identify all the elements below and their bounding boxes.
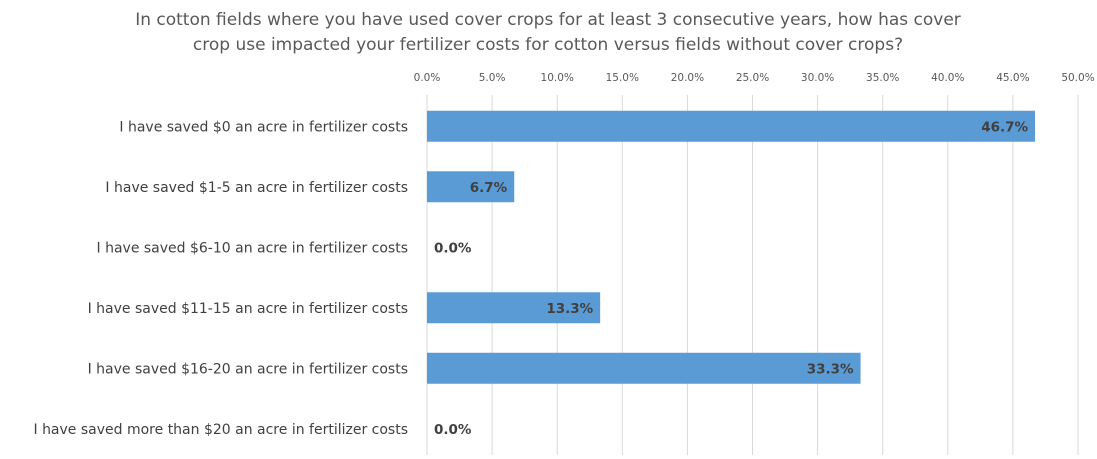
bar	[427, 292, 601, 324]
data-label: 6.7%	[470, 180, 508, 196]
bars	[427, 110, 1036, 384]
category-labels: I have saved $0 an acre in fertilizer co…	[33, 119, 408, 438]
x-tick-label: 35.0%	[866, 72, 899, 84]
data-label: 13.3%	[546, 301, 593, 317]
bar	[427, 352, 861, 384]
x-tick-label: 0.0%	[414, 72, 441, 84]
x-tick-label: 20.0%	[671, 72, 704, 84]
x-tick-label: 10.0%	[541, 72, 574, 84]
category-label: I have saved $16-20 an acre in fertilize…	[88, 361, 408, 377]
gridlines	[426, 95, 1079, 455]
x-tick-label: 45.0%	[996, 72, 1029, 84]
x-tick-label: 15.0%	[606, 72, 639, 84]
x-tick-label: 40.0%	[931, 72, 964, 84]
category-label: I have saved $6-10 an acre in fertilizer…	[97, 240, 409, 256]
category-label: I have saved $11-15 an acre in fertilize…	[88, 301, 408, 317]
x-axis-ticks: 0.0% 5.0% 10.0% 15.0% 20.0% 25.0% 30.0% 35.0% 40…	[414, 72, 1095, 84]
x-tick-label: 5.0%	[479, 72, 506, 84]
chart-title-line-2: crop use impacted your fertilizer costs …	[193, 35, 903, 55]
data-labels: 46.7% 6.7% 0.0% 13.3% 33.3% 0.0%	[434, 119, 1028, 438]
bar	[427, 171, 515, 203]
chart-title: In cotton fields where you have used cov…	[135, 10, 961, 55]
x-tick-label: 25.0%	[736, 72, 769, 84]
chart-title-line-1: In cotton fields where you have used cov…	[135, 10, 961, 30]
category-label: I have saved $1-5 an acre in fertilizer …	[105, 180, 408, 196]
data-label: 0.0%	[434, 240, 472, 256]
data-label: 33.3%	[807, 361, 854, 377]
x-tick-label: 50.0%	[1061, 72, 1094, 84]
bar	[427, 110, 1036, 142]
category-label: I have saved more than $20 an acre in fe…	[33, 422, 408, 438]
data-label: 46.7%	[981, 119, 1028, 135]
data-label: 0.0%	[434, 422, 472, 438]
x-tick-label: 30.0%	[801, 72, 834, 84]
category-label: I have saved $0 an acre in fertilizer co…	[119, 119, 408, 135]
